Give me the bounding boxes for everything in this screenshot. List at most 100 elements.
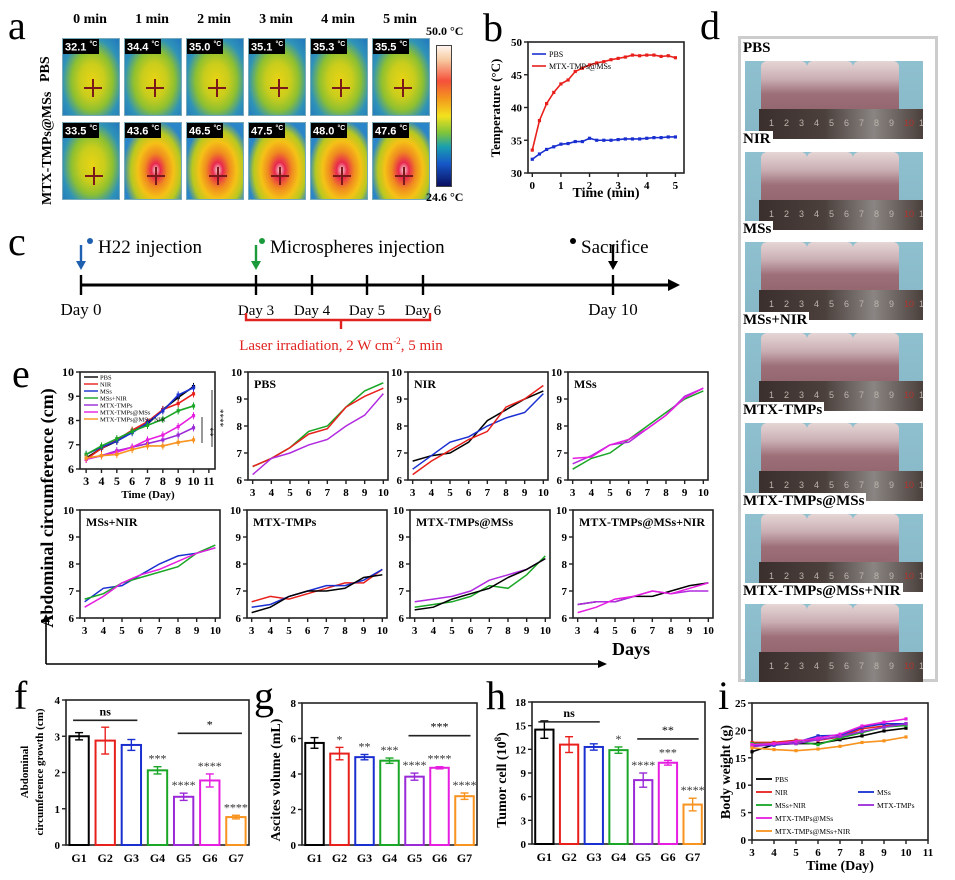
data-point (99, 444, 104, 448)
subplot-title: NIR (414, 377, 436, 391)
ruler-number: 3 (799, 661, 805, 671)
data-point (161, 438, 165, 442)
ruler-number: 1 (769, 480, 775, 490)
x-tick-label: 8 (505, 625, 511, 637)
x-tick-label: 10 (698, 487, 710, 499)
subplot-series-line (577, 582, 709, 614)
day-label: Day 5 (349, 303, 385, 319)
x-tick-label: 7 (837, 847, 843, 859)
x-tick-label: 4 (268, 625, 274, 637)
data-point (559, 142, 563, 146)
ruler-number: 3 (799, 299, 805, 309)
event-bullet-icon (259, 238, 265, 244)
y-tick-label: 12 (515, 744, 527, 756)
data-point (860, 729, 864, 734)
ruler-number: 1 (769, 208, 775, 219)
thermal-image: 34.4 °C (124, 38, 182, 116)
day-label: Day 4 (294, 303, 331, 319)
x-tick-label: 11 (923, 847, 933, 859)
crosshair-icon (332, 79, 350, 97)
data-point (673, 56, 678, 60)
y-tick-label: 10 (735, 780, 747, 792)
x-tick-label: G3 (357, 851, 372, 865)
x-axis-label-days: Days (612, 639, 650, 659)
crosshair-icon (85, 167, 103, 185)
ruler-number: 9 (889, 299, 895, 309)
legend-label: MTX-TMPs@MSs (549, 62, 611, 71)
mouse-photo: 1 2 3 4 5 6 7 8 9 10 1 (745, 513, 923, 592)
x-tick-label: G7 (457, 851, 472, 865)
data-point (772, 747, 776, 752)
y-tick-label: 6 (397, 475, 403, 487)
data-point (573, 139, 577, 144)
subplot-series-line (412, 390, 544, 462)
x-tick-label: 10 (378, 487, 390, 499)
x-tick-label: 6 (138, 625, 144, 637)
ruler-number: 8 (874, 570, 880, 581)
subplot-series-line (572, 387, 704, 465)
bracket-label: ** (662, 723, 674, 737)
y-tick-label: 30 (511, 168, 523, 180)
time-header: 2 min (197, 12, 231, 27)
thermal-image: 35.3 °C (310, 38, 368, 116)
laser-bracket (244, 313, 432, 329)
subplot-series-line (251, 574, 383, 614)
mouse-photo: 1 2 3 4 5 6 7 8 9 10 1 (745, 604, 923, 682)
x-tick-label: G3 (124, 851, 139, 865)
panel-label-h: h (486, 673, 506, 718)
y-tick-label: 50 (511, 37, 523, 49)
y-axis-label-circumference: Abdominal circumference (cm) (37, 388, 58, 627)
y-tick-label: 10 (556, 505, 568, 517)
ruler-number: 10 (904, 661, 915, 671)
x-tick-label: G2 (98, 851, 113, 865)
superscript: -2 (393, 336, 401, 346)
temperature-readout: 35.5 °C (373, 39, 410, 54)
x-tick-label: 5 (607, 487, 613, 499)
panel-label-a: a (8, 3, 26, 48)
x-tick-label: 6 (466, 487, 472, 499)
row-label-pbs: PBS (38, 56, 53, 82)
photo-group-label: MTX-TMPs (741, 402, 825, 419)
y-tick-label: 7 (399, 586, 405, 598)
x-tick-label: 7 (650, 625, 656, 637)
thermal-image: 33.5 °C (62, 122, 120, 200)
x-tick-label: 8 (343, 487, 349, 499)
thermal-image: 48.0 °C (310, 122, 368, 200)
data-point (84, 456, 88, 460)
timeline-arrowhead (668, 279, 680, 291)
legend-label: MTX-TMPs@MSs+NIR (100, 417, 166, 424)
ruler-number: 8 (874, 480, 880, 490)
ruler-number: 10 (904, 570, 915, 581)
significance-mark: ** (205, 428, 215, 438)
x-tick-label: 9 (362, 487, 368, 499)
subplot-series-line (251, 568, 383, 608)
data-point (816, 743, 820, 747)
ruler-number: 1 (919, 118, 923, 128)
ruler-number: 9 (889, 480, 895, 490)
y-axis-label: Tumor cell (108) (493, 732, 510, 828)
y-tick-label: 9 (236, 532, 242, 544)
temperature-readout: 47.6 °C (373, 123, 410, 138)
y-tick-label: 8 (69, 559, 75, 571)
series-line-MTX-TMPs@MSs (751, 718, 907, 746)
treatment-timeline: Day 0 Day 3 Day 4 Day 5 Day 6 Day 10 H22 injec… (60, 237, 680, 354)
y-tick-label: 6 (399, 613, 405, 625)
x-tick-label: 6 (815, 847, 821, 859)
ruler-number: 7 (859, 208, 865, 219)
thermal-image: 35.0 °C (186, 38, 244, 116)
y-axis-label-line1: Abdominal (19, 746, 31, 799)
y-tick-label: 7 (68, 438, 74, 452)
x-tick-label: 9 (361, 625, 367, 637)
y-tick-label: 10 (391, 367, 403, 379)
data-point (838, 744, 842, 748)
ruler-number: 8 (874, 661, 880, 671)
x-tick-label: 3 (82, 625, 88, 637)
data-point (587, 63, 592, 67)
data-point (666, 135, 670, 139)
subplot-title: MTX-TMPs@MSs+NIR (579, 515, 705, 529)
x-tick-label: 3 (83, 474, 89, 488)
data-point (638, 54, 642, 58)
x-tick-label: G2 (561, 850, 576, 864)
data-point (659, 54, 663, 59)
